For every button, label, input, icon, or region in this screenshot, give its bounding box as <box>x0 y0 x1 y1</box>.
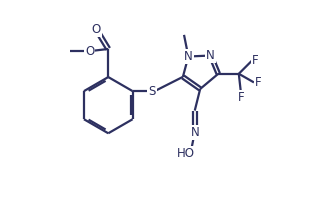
Text: F: F <box>254 76 261 89</box>
Text: N: N <box>190 126 199 139</box>
Text: S: S <box>149 85 156 98</box>
Text: N: N <box>206 49 215 62</box>
Text: F: F <box>238 91 244 104</box>
Text: O: O <box>92 23 101 36</box>
Text: O: O <box>85 45 94 58</box>
Text: N: N <box>184 50 193 63</box>
Text: HO: HO <box>177 147 195 160</box>
Text: F: F <box>252 54 259 67</box>
